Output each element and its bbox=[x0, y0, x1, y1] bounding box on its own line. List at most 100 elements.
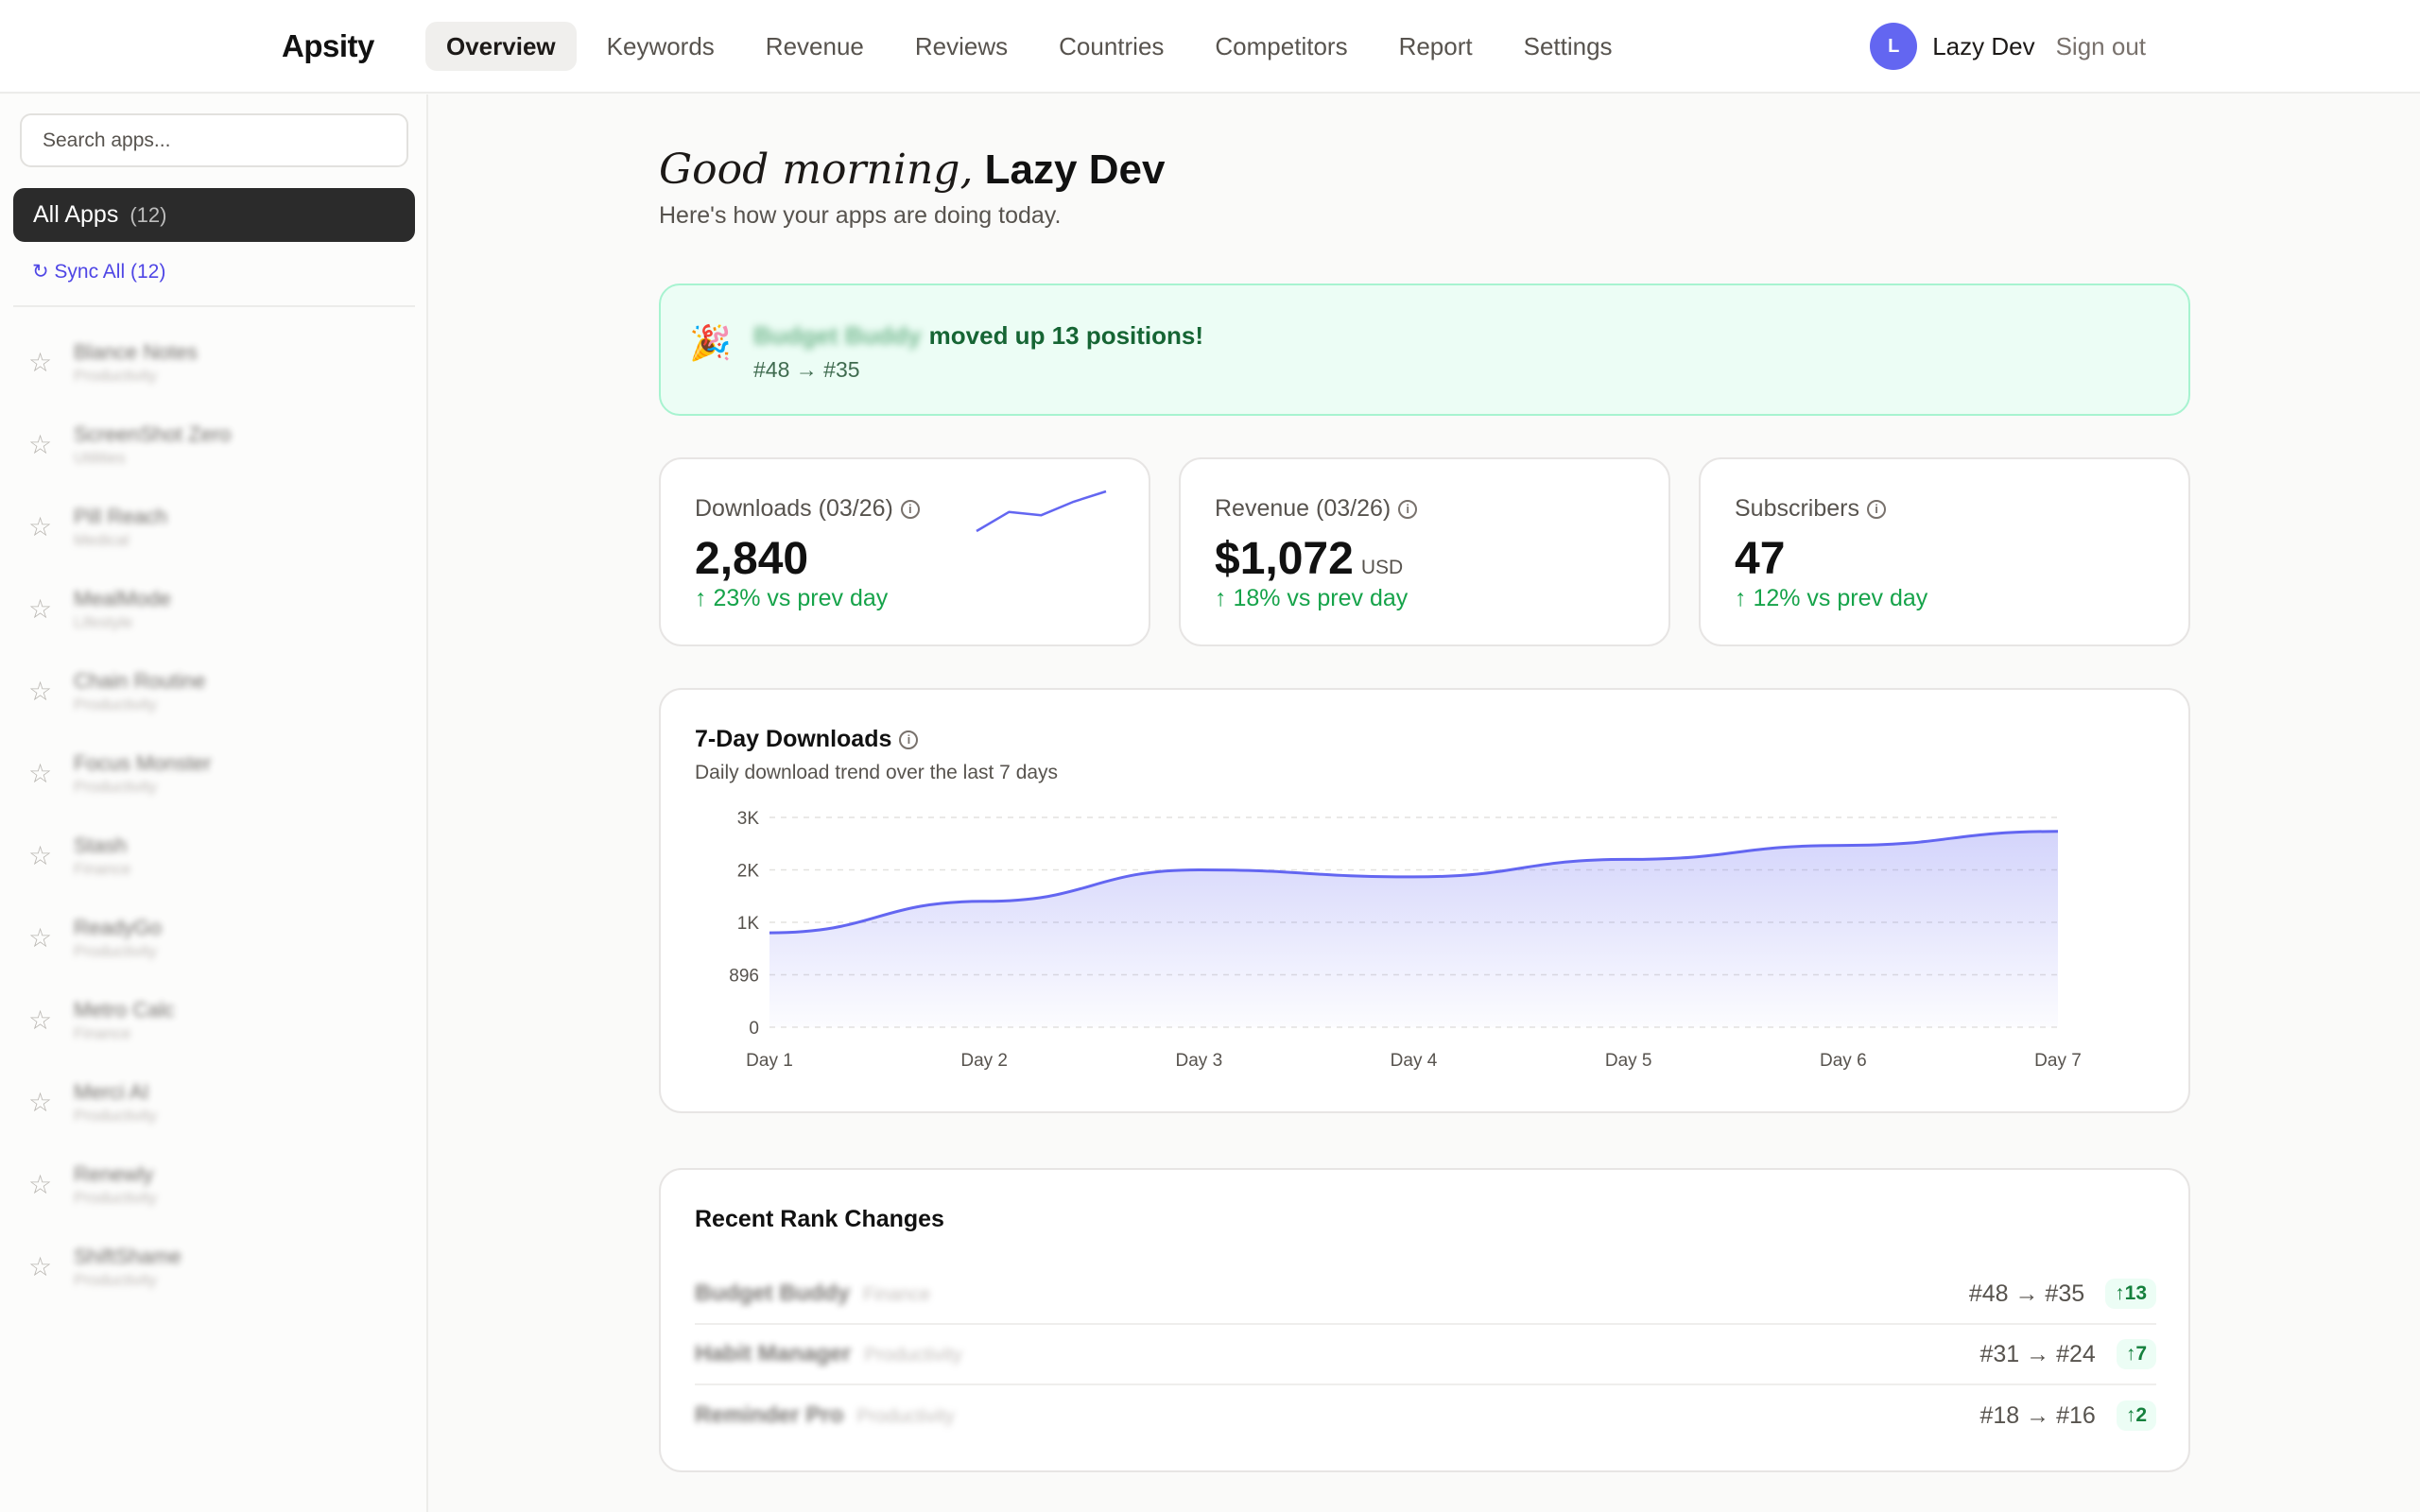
app-list-item[interactable]: ☆ Blance Notes Productivity bbox=[0, 321, 428, 404]
info-icon[interactable]: i bbox=[1867, 499, 1886, 519]
rank-app-name: Budget Buddy bbox=[695, 1280, 850, 1306]
app-name: Metro Calc bbox=[74, 997, 175, 1022]
nav-settings[interactable]: Settings bbox=[1523, 31, 1613, 60]
app-category: Utilities bbox=[74, 448, 126, 467]
rank-movement: #48 → #35 ↑13 bbox=[1969, 1279, 2156, 1309]
rank-app-info: Habit Manager Productivity bbox=[695, 1341, 962, 1367]
greeting-heading: Good morning, Lazy Dev bbox=[659, 146, 1165, 194]
downloads-sparkline bbox=[976, 490, 1107, 533]
app-category: Productivity bbox=[74, 366, 157, 385]
chart-subtitle: Daily download trend over the last 7 day… bbox=[695, 762, 1059, 783]
star-icon[interactable]: ☆ bbox=[28, 1170, 53, 1199]
nav-competitors[interactable]: Competitors bbox=[1215, 31, 1348, 60]
y-tick-label: 2K bbox=[737, 862, 760, 882]
app-list-item[interactable]: ☆ ShiftShame Productivity bbox=[0, 1226, 428, 1308]
all-apps-label: All Apps bbox=[33, 201, 119, 228]
rank-app-name: Reminder Pro bbox=[695, 1402, 844, 1428]
app-name: Focus Monster bbox=[74, 750, 212, 775]
stat-title: Downloads (03/26) i bbox=[695, 495, 920, 523]
rank-movement: #18 → #16 ↑2 bbox=[1979, 1400, 2156, 1431]
nav-countries[interactable]: Countries bbox=[1059, 31, 1165, 60]
y-tick-label: 1K bbox=[737, 914, 760, 934]
user-name: Lazy Dev bbox=[1932, 31, 2035, 60]
app-name: Stash bbox=[74, 833, 128, 857]
rank-app-info: Reminder Pro Productivity bbox=[695, 1402, 955, 1429]
app-category: Medical bbox=[74, 530, 130, 549]
star-icon[interactable]: ☆ bbox=[28, 512, 53, 541]
app-list-item[interactable]: ☆ Focus Monster Productivity bbox=[0, 732, 428, 815]
star-icon[interactable]: ☆ bbox=[28, 1252, 53, 1281]
info-icon[interactable]: i bbox=[899, 730, 919, 749]
app-category: Finance bbox=[74, 859, 131, 878]
info-icon[interactable]: i bbox=[900, 499, 920, 519]
rank-row[interactable]: Habit Manager Productivity #31 → #24 ↑7 bbox=[695, 1325, 2156, 1385]
nav-revenue[interactable]: Revenue bbox=[765, 31, 864, 60]
stat-value: $1,072 USD bbox=[1215, 533, 1403, 585]
stat-title-text: Subscribers bbox=[1735, 495, 1859, 522]
app-list-item[interactable]: ☆ Pill Reach Medical bbox=[0, 486, 428, 568]
star-icon[interactable]: ☆ bbox=[28, 677, 53, 706]
avatar[interactable]: L bbox=[1870, 23, 1918, 70]
app-list-item[interactable]: ☆ Metro Calc Finance bbox=[0, 979, 428, 1061]
star-icon[interactable]: ☆ bbox=[28, 1088, 53, 1117]
stat-card-subscribers: Subscribers i 47 ↑ 12% vs prev day bbox=[1699, 457, 2190, 646]
series-area bbox=[769, 831, 2058, 1027]
all-apps-button[interactable]: All Apps (12) bbox=[13, 188, 415, 242]
nav-report[interactable]: Report bbox=[1398, 31, 1473, 60]
rank-app-category: Productivity bbox=[856, 1406, 955, 1427]
nav-overview[interactable]: Overview bbox=[425, 22, 577, 71]
rank-app-category: Productivity bbox=[864, 1345, 962, 1366]
nav-reviews[interactable]: Reviews bbox=[914, 31, 1009, 60]
star-icon[interactable]: ☆ bbox=[28, 923, 53, 953]
user-menu: L Lazy Dev Sign out bbox=[1870, 23, 2146, 70]
x-tick-label: Day 5 bbox=[1605, 1051, 1652, 1071]
stat-title: Subscribers i bbox=[1735, 495, 1886, 523]
x-tick-label: Day 4 bbox=[1391, 1051, 1438, 1071]
app-name: Renewly bbox=[74, 1161, 154, 1186]
star-icon[interactable]: ☆ bbox=[28, 594, 53, 624]
banner-text: moved up 13 positions! bbox=[928, 321, 1204, 350]
stat-card-downloads: Downloads (03/26) i 2,840 ↑ 23% vs prev … bbox=[659, 457, 1150, 646]
rank-move-text: #18 → #16 bbox=[1979, 1401, 2096, 1429]
app-list-item[interactable]: ☆ Chain Routine Productivity bbox=[0, 650, 428, 732]
stat-change: ↑ 12% vs prev day bbox=[1735, 585, 1928, 611]
app-name: ReadyGo bbox=[74, 915, 162, 939]
party-popper-icon: 🎉 bbox=[689, 323, 732, 362]
rank-move-text: #31 → #24 bbox=[1979, 1340, 2096, 1367]
stat-value: 2,840 bbox=[695, 533, 808, 585]
app-category: Productivity bbox=[74, 941, 157, 960]
x-tick-label: Day 3 bbox=[1176, 1051, 1223, 1071]
star-icon[interactable]: ☆ bbox=[28, 348, 53, 377]
banner-app-name: Budget Buddy bbox=[753, 321, 922, 350]
app-list-item[interactable]: ☆ MealMode Lifestyle bbox=[0, 568, 428, 650]
stat-unit: USD bbox=[1360, 557, 1404, 578]
rank-app-name: Habit Manager bbox=[695, 1341, 852, 1366]
stat-change: ↑ 23% vs prev day bbox=[695, 585, 889, 611]
brand-logo[interactable]: Apsity bbox=[282, 28, 374, 63]
greeting-name: Lazy Dev bbox=[984, 146, 1166, 193]
app-list-item[interactable]: ☆ ScreenShot Zero Utilities bbox=[0, 404, 428, 486]
star-icon[interactable]: ☆ bbox=[28, 759, 53, 788]
top-navbar: Apsity Overview Keywords Revenue Reviews… bbox=[0, 0, 2420, 94]
sign-out-link[interactable]: Sign out bbox=[2055, 31, 2146, 60]
nav-keywords[interactable]: Keywords bbox=[606, 31, 715, 60]
rank-row[interactable]: Budget Buddy Finance #48 → #35 ↑13 bbox=[695, 1264, 2156, 1325]
app-list-item[interactable]: ☆ Stash Finance bbox=[0, 815, 428, 897]
star-icon[interactable]: ☆ bbox=[28, 841, 53, 870]
sync-all-button[interactable]: ↻ Sync All (12) bbox=[32, 261, 166, 283]
app-category: Productivity bbox=[74, 1106, 157, 1125]
y-tick-label: 896 bbox=[729, 967, 759, 987]
app-list-item[interactable]: ☆ ReadyGo Productivity bbox=[0, 897, 428, 979]
stat-title: Revenue (03/26) i bbox=[1215, 495, 1418, 523]
search-apps-input[interactable] bbox=[20, 113, 408, 167]
star-icon[interactable]: ☆ bbox=[28, 1005, 53, 1035]
info-icon[interactable]: i bbox=[1398, 499, 1418, 519]
app-name: Blance Notes bbox=[74, 339, 198, 364]
star-icon[interactable]: ☆ bbox=[28, 430, 53, 459]
app-name: Pill Reach bbox=[74, 504, 168, 528]
app-list-item[interactable]: ☆ Renewly Productivity bbox=[0, 1143, 428, 1226]
app-list-item[interactable]: ☆ Merci AI Productivity bbox=[0, 1061, 428, 1143]
rank-movement: #31 → #24 ↑7 bbox=[1979, 1339, 2156, 1369]
stat-number: 47 bbox=[1735, 534, 1786, 584]
rank-row[interactable]: Reminder Pro Productivity #18 → #16 ↑2 bbox=[695, 1385, 2156, 1446]
